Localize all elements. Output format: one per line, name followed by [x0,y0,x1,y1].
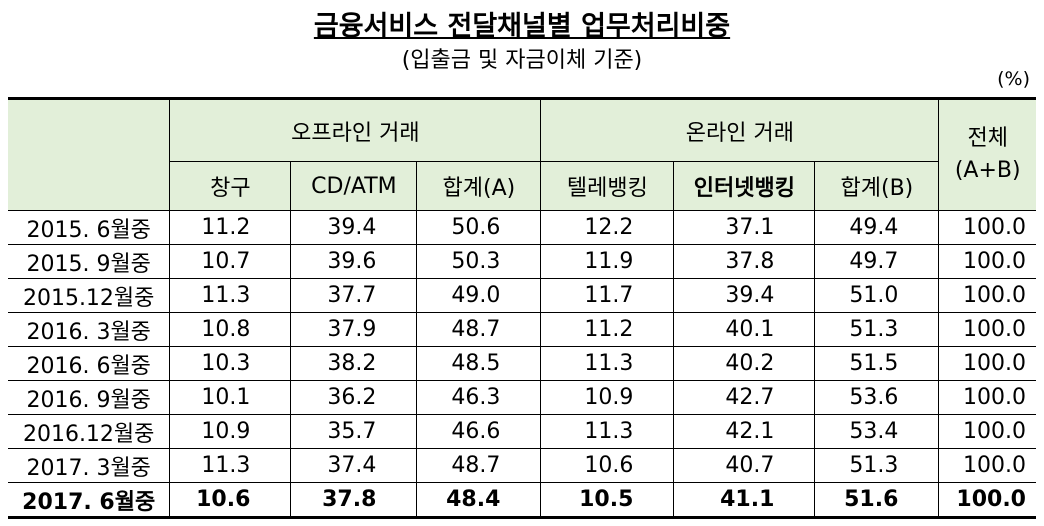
row-label: 2016. 3월중 [8,312,171,347]
cell: 48.7 [416,312,542,347]
cell: 51.3 [814,448,940,483]
cell: 53.6 [814,380,940,415]
cell: 10.3 [169,346,292,381]
cell: 51.5 [814,346,940,381]
cell: 11.3 [169,448,292,483]
cell: 51.0 [814,278,940,313]
header-row: 오프라인 거래 온라인 거래 전체 (A+B) [8,98,1036,211]
data-row: 2016. 9월중 10.1 36.2 46.3 10.9 42.7 53.6 100.0 [8,380,1036,415]
cell: 11.3 [540,346,675,381]
cell: 50.6 [416,210,542,245]
group-header: 오프라인 거래 [169,98,542,162]
row-label: 2015. 9월중 [8,244,171,279]
cell: 37.4 [290,448,418,483]
cell: 53.4 [814,414,940,449]
cell: 37.7 [290,278,418,313]
group-header: 전체 (A+B) [938,98,1036,211]
cell: 40.7 [673,448,816,483]
cell: 11.9 [540,244,675,279]
cell: 46.6 [416,414,542,449]
data-row: 2015. 9월중 10.7 39.6 50.3 11.9 37.8 49.7 100.0 [8,244,1036,279]
cell: 11.3 [169,278,292,313]
cell: 38.2 [290,346,418,381]
corner-cell [8,98,171,211]
cell: 46.3 [416,380,542,415]
column-header: 합계(A) [416,161,542,211]
unit: (%) [997,68,1030,90]
cell: 100.0 [938,312,1036,347]
cell: 40.2 [673,346,816,381]
cell: 11.3 [540,414,675,449]
cell: 36.2 [290,380,418,415]
column-header: CD/ATM [290,161,418,211]
cell: 100.0 [938,210,1036,245]
column-header: 합계(B) [814,161,939,211]
header-row: 창구 CD/ATM 합계(A) 텔레뱅킹 인터넷뱅킹 합계(B) [8,161,1036,211]
data-row: 2015.12월중 11.3 37.7 49.0 11.7 39.4 51.0 100.0 [8,278,1036,313]
cell: 49.7 [814,244,940,279]
data-row: 2017. 3월중 11.3 37.4 48.7 10.6 40.7 51.3 100.0 [8,448,1036,483]
data-row: 2015. 6월중 11.2 39.4 50.6 12.2 37.1 49.4 100.0 [8,210,1036,245]
cell: 10.9 [540,380,675,415]
row-label: 2016.12월중 [8,414,171,449]
cell: 37.8 [290,482,418,518]
cell: 35.7 [290,414,418,449]
table-body: 오프라인 거래 온라인 거래 전체 (A+B) 창구 CD/ATM 합계(A) 텔레뱅킹 인터… [8,98,1036,518]
cell: 10.9 [169,414,292,449]
data-row: 2016.12월중 10.9 35.7 46.6 11.3 42.1 53.4 100.0 [8,414,1036,449]
cell: 41.1 [673,482,816,518]
row-label: 2017. 3월중 [8,448,171,483]
cell: 100.0 [938,448,1036,483]
cell: 100.0 [938,380,1036,415]
cell: 10.8 [169,312,292,347]
row-label: 2015. 6월중 [8,210,171,245]
cell: 11.2 [169,210,292,245]
table: 오프라인 거래 온라인 거래 전체 (A+B) 창구 CD/ATM 합계(A) 텔레뱅킹 인터… [8,97,1036,519]
column-header: 인터넷뱅킹 [673,161,816,211]
cell: 100.0 [938,414,1036,449]
cell: 39.4 [673,278,816,313]
row-label: 2017. 6월중 [8,482,171,518]
cell: 48.5 [416,346,542,381]
cell: 100.0 [938,482,1036,518]
title: 금융서비스 전달채널별 업무처리비중 [313,11,731,42]
cell: 10.7 [169,244,292,279]
cell: 49.0 [416,278,542,313]
row-label: 2016. 6월중 [8,346,171,381]
cell: 37.9 [290,312,418,347]
cell: 48.4 [416,482,542,518]
cell: 12.2 [540,210,675,245]
cell: 10.5 [540,482,675,518]
cell: 100.0 [938,346,1036,381]
data-row: 2016. 6월중 10.3 38.2 48.5 11.3 40.2 51.5 100.0 [8,346,1036,381]
cell: 48.7 [416,448,542,483]
column-header: 창구 [169,161,292,211]
cell: 37.8 [673,244,816,279]
cell: 37.1 [673,210,816,245]
cell: 10.6 [540,448,675,483]
subtitle: (입출금 및 자금이체 기준) [401,48,643,73]
cell: 100.0 [938,278,1036,313]
cell: 51.3 [814,312,940,347]
data-row: 2016. 3월중 10.8 37.9 48.7 11.2 40.1 51.3 100.0 [8,312,1036,347]
row-label: 2016. 9월중 [8,380,171,415]
cell: 100.0 [938,244,1036,279]
group-header: 온라인 거래 [540,98,940,162]
cell: 40.1 [673,312,816,347]
cell: 10.6 [169,482,292,518]
data-row: 2017. 6월중 10.6 37.8 48.4 10.5 41.1 51.6 100.0 [8,482,1036,518]
column-header: 텔레뱅킹 [540,161,675,211]
cell: 39.4 [290,210,418,245]
cell: 51.6 [814,482,940,518]
cell: 11.2 [540,312,675,347]
cell: 10.1 [169,380,292,415]
cell: 49.4 [814,210,940,245]
cell: 50.3 [416,244,542,279]
cell: 39.6 [290,244,418,279]
cell: 42.1 [673,414,816,449]
cell: 11.7 [540,278,675,313]
row-label: 2015.12월중 [8,278,171,313]
cell: 42.7 [673,380,816,415]
